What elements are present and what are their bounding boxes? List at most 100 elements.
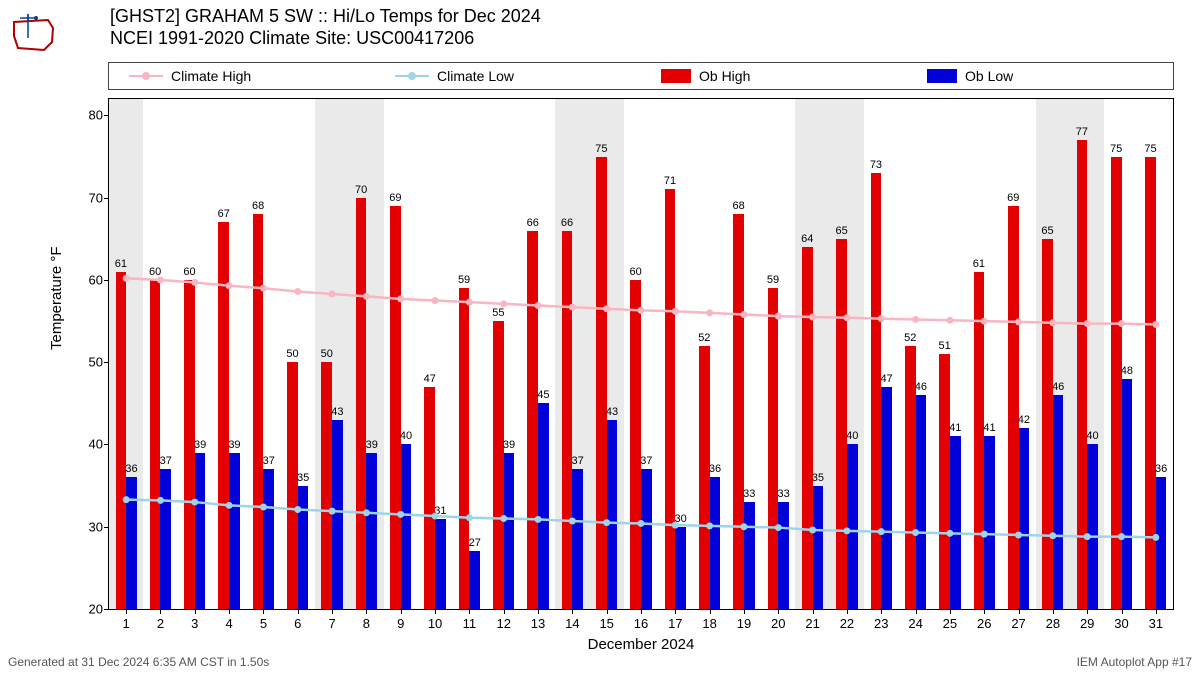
x-tick-label: 23 bbox=[874, 616, 888, 631]
y-tick-label: 20 bbox=[71, 602, 103, 617]
ob-low-bar bbox=[847, 444, 858, 609]
y-tick-label: 40 bbox=[71, 437, 103, 452]
title-line-2: NCEI 1991-2020 Climate Site: USC00417206 bbox=[110, 28, 541, 50]
ob-high-label: 66 bbox=[527, 217, 539, 229]
x-tick-label: 2 bbox=[157, 616, 164, 631]
ob-high-bar bbox=[768, 288, 779, 609]
title-line-1: [GHST2] GRAHAM 5 SW :: Hi/Lo Temps for D… bbox=[110, 6, 541, 28]
ob-high-label: 51 bbox=[938, 340, 950, 352]
ob-high-bar bbox=[424, 387, 435, 609]
ob-low-bar bbox=[1122, 379, 1133, 609]
ob-low-label: 40 bbox=[400, 430, 412, 442]
ob-low-label: 36 bbox=[1155, 463, 1167, 475]
ob-low-bar bbox=[401, 444, 412, 609]
ob-low-label: 35 bbox=[297, 472, 309, 484]
ob-high-label: 52 bbox=[904, 332, 916, 344]
x-tick-label: 25 bbox=[943, 616, 957, 631]
x-tick-label: 16 bbox=[634, 616, 648, 631]
ob-high-label: 75 bbox=[1110, 143, 1122, 155]
ob-low-label: 37 bbox=[160, 455, 172, 467]
x-tick-label: 13 bbox=[531, 616, 545, 631]
ob-high-label: 66 bbox=[561, 217, 573, 229]
ob-low-label: 41 bbox=[983, 422, 995, 434]
ob-low-label: 45 bbox=[537, 389, 549, 401]
ob-high-label: 70 bbox=[355, 184, 367, 196]
x-tick-label: 30 bbox=[1114, 616, 1128, 631]
x-tick-label: 28 bbox=[1046, 616, 1060, 631]
x-tick-label: 7 bbox=[328, 616, 335, 631]
ob-high-bar bbox=[871, 173, 882, 609]
x-tick-label: 9 bbox=[397, 616, 404, 631]
ob-high-label: 60 bbox=[149, 266, 161, 278]
ob-low-label: 43 bbox=[606, 406, 618, 418]
ob-low-bar bbox=[916, 395, 927, 609]
x-tick-label: 6 bbox=[294, 616, 301, 631]
ob-low-label: 40 bbox=[846, 430, 858, 442]
ob-low-bar bbox=[1087, 444, 1098, 609]
ob-high-label: 65 bbox=[1041, 225, 1053, 237]
ob-high-label: 59 bbox=[458, 274, 470, 286]
ob-high-label: 61 bbox=[115, 258, 127, 270]
ob-high-label: 73 bbox=[870, 159, 882, 171]
iem-logo bbox=[8, 8, 60, 60]
ob-low-label: 35 bbox=[812, 472, 824, 484]
ob-low-label: 27 bbox=[469, 537, 481, 549]
ob-high-label: 77 bbox=[1076, 126, 1088, 138]
ob-high-bar bbox=[1077, 140, 1088, 609]
ob-high-bar bbox=[321, 362, 332, 609]
ob-low-bar bbox=[984, 436, 995, 609]
x-tick-label: 29 bbox=[1080, 616, 1094, 631]
ob-low-label: 47 bbox=[880, 373, 892, 385]
ob-high-bar bbox=[699, 346, 710, 609]
ob-high-label: 69 bbox=[389, 192, 401, 204]
ob-low-bar bbox=[126, 477, 137, 609]
y-axis-label: Temperature °F bbox=[48, 246, 65, 350]
ob-low-label: 40 bbox=[1086, 430, 1098, 442]
ob-high-bar bbox=[459, 288, 470, 609]
ob-low-bar bbox=[813, 486, 824, 609]
ob-high-label: 59 bbox=[767, 274, 779, 286]
ob-low-label: 39 bbox=[503, 439, 515, 451]
ob-low-label: 39 bbox=[366, 439, 378, 451]
x-tick-label: 22 bbox=[840, 616, 854, 631]
ob-low-bar bbox=[607, 420, 618, 609]
x-tick-label: 18 bbox=[702, 616, 716, 631]
ob-low-label: 37 bbox=[572, 455, 584, 467]
x-tick-label: 21 bbox=[805, 616, 819, 631]
ob-low-bar bbox=[675, 527, 686, 609]
legend: Climate High Climate Low Ob High Ob Low bbox=[108, 62, 1174, 90]
x-tick-label: 8 bbox=[363, 616, 370, 631]
x-tick-label: 10 bbox=[428, 616, 442, 631]
ob-low-bar bbox=[641, 469, 652, 609]
ob-low-bar bbox=[195, 453, 206, 609]
ob-low-label: 33 bbox=[777, 488, 789, 500]
x-tick-label: 12 bbox=[496, 616, 510, 631]
ob-low-label: 37 bbox=[263, 455, 275, 467]
ob-low-bar bbox=[778, 502, 789, 609]
ob-low-bar bbox=[744, 502, 755, 609]
x-tick-label: 19 bbox=[737, 616, 751, 631]
ob-low-bar bbox=[229, 453, 240, 609]
ob-low-bar bbox=[950, 436, 961, 609]
ob-low-bar bbox=[710, 477, 721, 609]
ob-low-bar bbox=[160, 469, 171, 609]
ob-high-bar bbox=[150, 280, 161, 609]
x-tick-label: 27 bbox=[1011, 616, 1025, 631]
ob-low-label: 41 bbox=[949, 422, 961, 434]
ob-low-label: 46 bbox=[915, 381, 927, 393]
ob-high-label: 75 bbox=[1144, 143, 1156, 155]
x-tick-label: 26 bbox=[977, 616, 991, 631]
ob-low-bar bbox=[572, 469, 583, 609]
x-tick-label: 24 bbox=[908, 616, 922, 631]
x-tick-label: 11 bbox=[463, 616, 477, 631]
ob-high-bar bbox=[527, 231, 538, 609]
ob-high-bar bbox=[116, 272, 127, 609]
ob-low-label: 46 bbox=[1052, 381, 1064, 393]
ob-low-bar bbox=[469, 551, 480, 609]
ob-high-label: 75 bbox=[595, 143, 607, 155]
y-tick-label: 60 bbox=[71, 272, 103, 287]
x-tick-label: 4 bbox=[226, 616, 233, 631]
ob-low-bar bbox=[263, 469, 274, 609]
ob-high-label: 50 bbox=[286, 348, 298, 360]
ob-high-label: 64 bbox=[801, 233, 813, 245]
